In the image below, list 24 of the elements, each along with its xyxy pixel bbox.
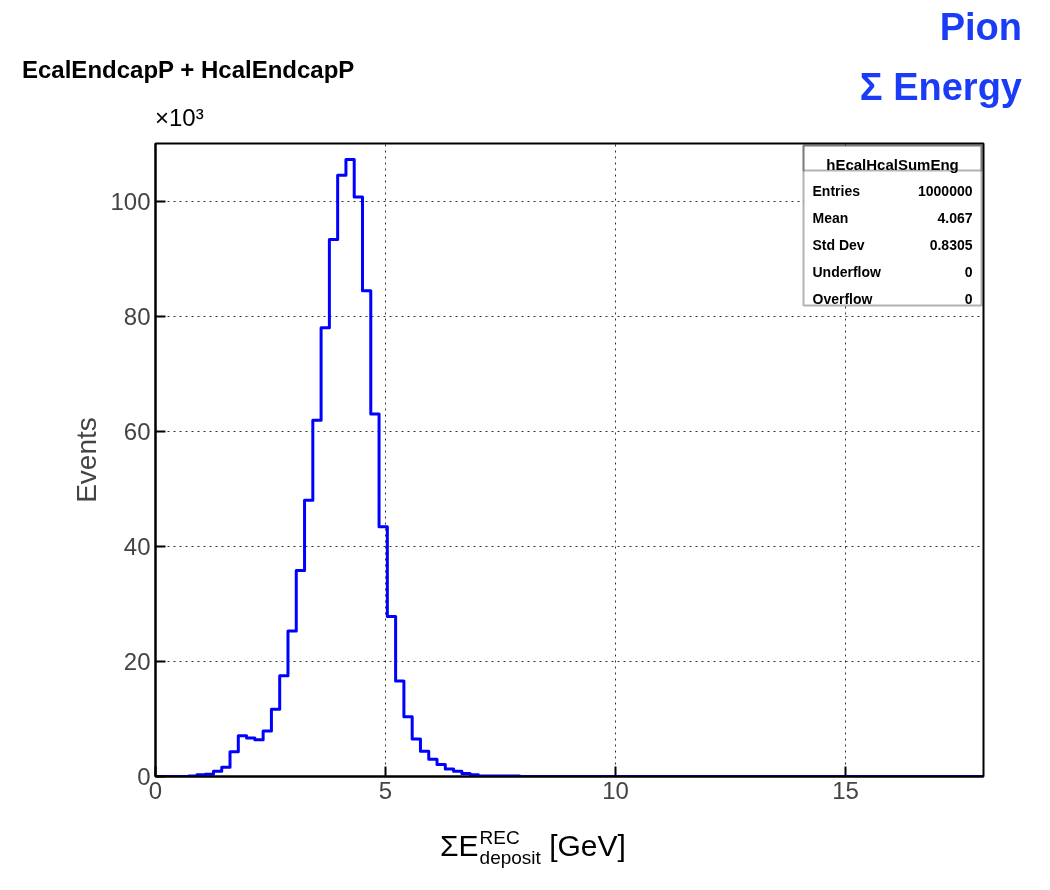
chart-title: EcalEndcapP + HcalEndcapP	[22, 56, 355, 84]
y-axis-title: Events	[71, 417, 103, 503]
x-tick-label: 10	[602, 776, 629, 804]
x-tick-label: 15	[832, 776, 859, 804]
annotation: 0	[964, 263, 973, 280]
text: Pion	[939, 5, 1022, 48]
text: Σ Energy	[859, 65, 1022, 108]
annotation: 0	[964, 290, 973, 307]
annotation: Underflow	[812, 263, 882, 280]
annotation: Std Dev	[812, 236, 865, 253]
text: ×10³	[155, 104, 204, 132]
y-tick-label: 60	[123, 417, 151, 445]
annotation: Entries	[812, 182, 861, 199]
annotation: 1000000	[918, 182, 973, 199]
annotation: hEcalHcalSumEng	[826, 156, 959, 173]
annotation: Overflow	[812, 290, 873, 307]
annotation: 0.8305	[929, 236, 973, 253]
annotation: 4.067	[937, 209, 973, 226]
x-tick-label: 5	[378, 776, 393, 804]
y-tick-label: 100	[110, 187, 151, 215]
y-tick-label: 40	[123, 532, 151, 560]
y-tick-label: 20	[123, 647, 151, 675]
annotation: Mean	[812, 209, 849, 226]
y-tick-label: 80	[123, 302, 151, 330]
